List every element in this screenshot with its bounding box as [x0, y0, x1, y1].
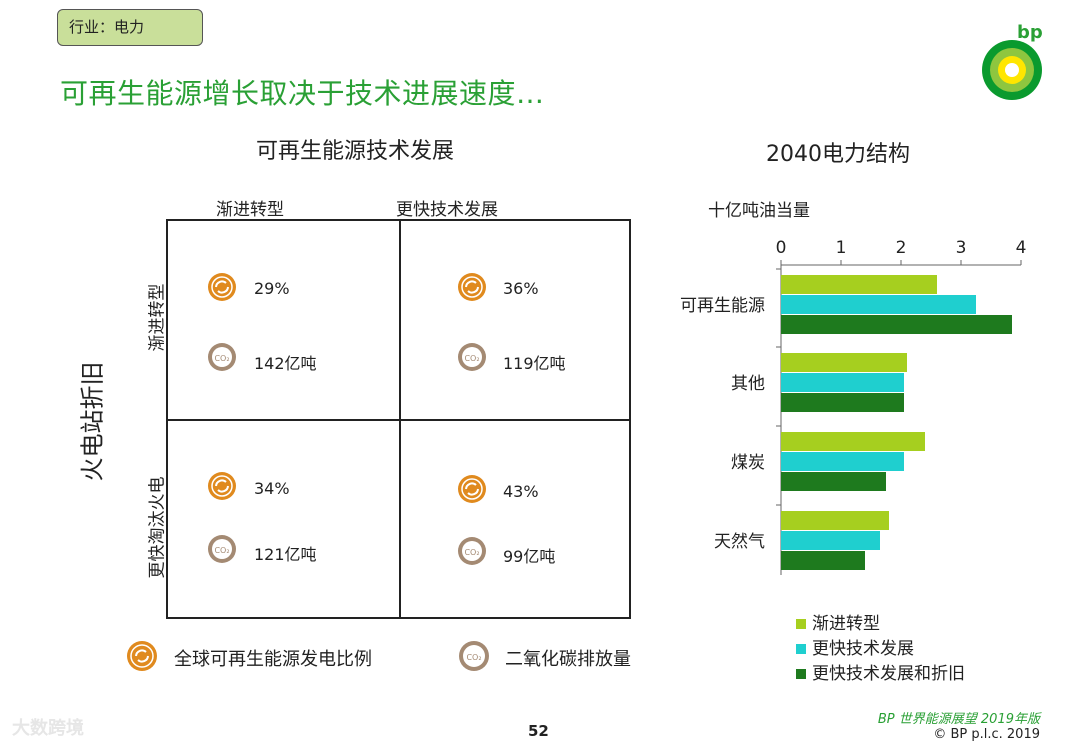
bar — [781, 472, 886, 491]
renewable-share-icon — [207, 272, 237, 302]
bar-legend-item-gradual: 渐进转型 — [796, 609, 880, 634]
renewable-share-icon — [457, 474, 487, 504]
y-axis-title: 火电站折旧 — [78, 361, 107, 482]
chart-title: 2040电力结构 — [766, 142, 910, 167]
bar — [781, 295, 976, 314]
co2-glyph: CO₂ — [214, 546, 229, 555]
industry-tag: 行业：电力 — [57, 9, 203, 46]
renewable-share-icon — [126, 640, 158, 672]
legend-swatch-faster-tech-retire — [796, 669, 806, 679]
co2-glyph: CO₂ — [214, 354, 229, 363]
x-tick-label: 2 — [896, 238, 907, 258]
bar — [781, 511, 889, 530]
scenario-matrix — [166, 219, 631, 619]
bar — [781, 531, 880, 550]
bar-legend-label: 更快技术发展 — [812, 639, 914, 659]
cell-2-co2: 119亿吨 — [503, 354, 566, 373]
co2-glyph: CO₂ — [466, 653, 481, 662]
bar — [781, 373, 904, 392]
column-label-gradual: 渐进转型 — [216, 200, 284, 220]
co2-emissions-icon: CO₂ — [207, 534, 237, 564]
legend-swatch-faster-tech — [796, 644, 806, 654]
bar-legend-item-faster-tech: 更快技术发展 — [796, 634, 914, 659]
chart-unit-label: 十亿吨油当量 — [708, 201, 810, 221]
co2-glyph: CO₂ — [464, 548, 479, 557]
bar — [781, 452, 904, 471]
bp-helios-icon — [982, 40, 1042, 100]
x-tick-label: 0 — [776, 238, 787, 258]
matrix-divider-horizontal — [168, 419, 629, 421]
cell-3-co2: 121亿吨 — [254, 545, 317, 564]
co2-emissions-icon: CO₂ — [457, 342, 487, 372]
footer-copyright: © BP p.l.c. 2019 — [933, 727, 1040, 742]
co2-emissions-icon: CO₂ — [457, 536, 487, 566]
renewable-share-icon — [457, 272, 487, 302]
x-tick-label: 3 — [956, 238, 967, 258]
co2-emissions-icon: CO₂ — [458, 640, 490, 672]
legend-swatch-gradual — [796, 619, 806, 629]
x-tick-label: 1 — [836, 238, 847, 258]
category-label: 可再生能源 — [680, 296, 765, 316]
cell-4-co2: 99亿吨 — [503, 547, 556, 566]
footer-publication: BP 世界能源展望 2019年版 — [877, 712, 1040, 727]
cell-1-co2: 142亿吨 — [254, 354, 317, 373]
bar — [781, 393, 904, 412]
page-title: 可再生能源增长取决于技术进展速度… — [60, 77, 545, 110]
bar — [781, 551, 865, 570]
co2-emissions-icon: CO₂ — [207, 342, 237, 372]
renewable-share-icon — [207, 471, 237, 501]
x-tick-label: 4 — [1016, 238, 1027, 258]
matrix-title: 可再生能源技术发展 — [256, 139, 455, 164]
bar — [781, 315, 1012, 334]
cell-4-share: 43% — [503, 482, 539, 501]
bar-legend-item-faster-tech-retire: 更快技术发展和折旧 — [796, 659, 965, 684]
bp-logo-text: bp — [1017, 22, 1043, 43]
bar — [781, 432, 925, 451]
bp-logo: bp — [980, 22, 1044, 102]
bar-legend-label: 渐进转型 — [812, 614, 880, 634]
category-label: 其他 — [731, 374, 765, 394]
bar — [781, 275, 937, 294]
cell-2-share: 36% — [503, 279, 539, 298]
row-label-faster-coal-retire: 更快淘汰火电 — [147, 476, 168, 579]
watermark: 大数跨境 — [12, 718, 84, 739]
category-label: 煤炭 — [731, 453, 765, 473]
column-label-faster-tech: 更快技术发展 — [396, 200, 498, 220]
page-number: 52 — [528, 722, 549, 740]
bar — [781, 353, 907, 372]
bar-legend-label: 更快技术发展和折旧 — [812, 664, 965, 684]
legend-renewable-share: 全球可再生能源发电比例 — [174, 649, 372, 670]
co2-glyph: CO₂ — [464, 354, 479, 363]
row-label-gradual: 渐进转型 — [147, 283, 168, 352]
category-label: 天然气 — [714, 532, 765, 552]
cell-1-share: 29% — [254, 279, 290, 298]
cell-3-share: 34% — [254, 479, 290, 498]
legend-co2-emissions: 二氧化碳排放量 — [505, 649, 631, 670]
